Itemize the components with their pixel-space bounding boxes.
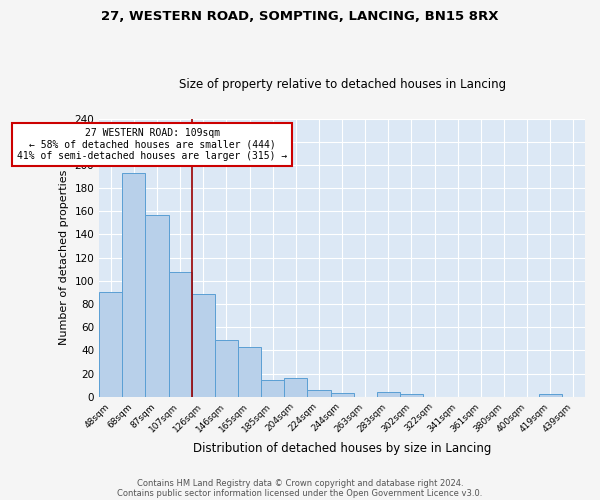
Bar <box>169 272 192 396</box>
Text: Contains HM Land Registry data © Crown copyright and database right 2024.: Contains HM Land Registry data © Crown c… <box>137 478 463 488</box>
Bar <box>331 393 353 396</box>
Title: Size of property relative to detached houses in Lancing: Size of property relative to detached ho… <box>179 78 506 91</box>
Bar <box>215 340 238 396</box>
Text: 27, WESTERN ROAD, SOMPTING, LANCING, BN15 8RX: 27, WESTERN ROAD, SOMPTING, LANCING, BN1… <box>101 10 499 23</box>
Text: 27 WESTERN ROAD: 109sqm
← 58% of detached houses are smaller (444)
41% of semi-d: 27 WESTERN ROAD: 109sqm ← 58% of detache… <box>17 128 287 161</box>
Bar <box>238 347 261 397</box>
X-axis label: Distribution of detached houses by size in Lancing: Distribution of detached houses by size … <box>193 442 491 455</box>
Y-axis label: Number of detached properties: Number of detached properties <box>59 170 69 346</box>
Text: Contains public sector information licensed under the Open Government Licence v3: Contains public sector information licen… <box>118 488 482 498</box>
Bar <box>377 392 400 396</box>
Bar <box>99 292 122 397</box>
Bar <box>284 378 307 396</box>
Bar <box>192 294 215 397</box>
Bar <box>122 173 145 396</box>
Bar <box>400 394 423 396</box>
Bar <box>539 394 562 396</box>
Bar <box>261 380 284 396</box>
Bar <box>307 390 331 396</box>
Bar <box>145 215 169 396</box>
